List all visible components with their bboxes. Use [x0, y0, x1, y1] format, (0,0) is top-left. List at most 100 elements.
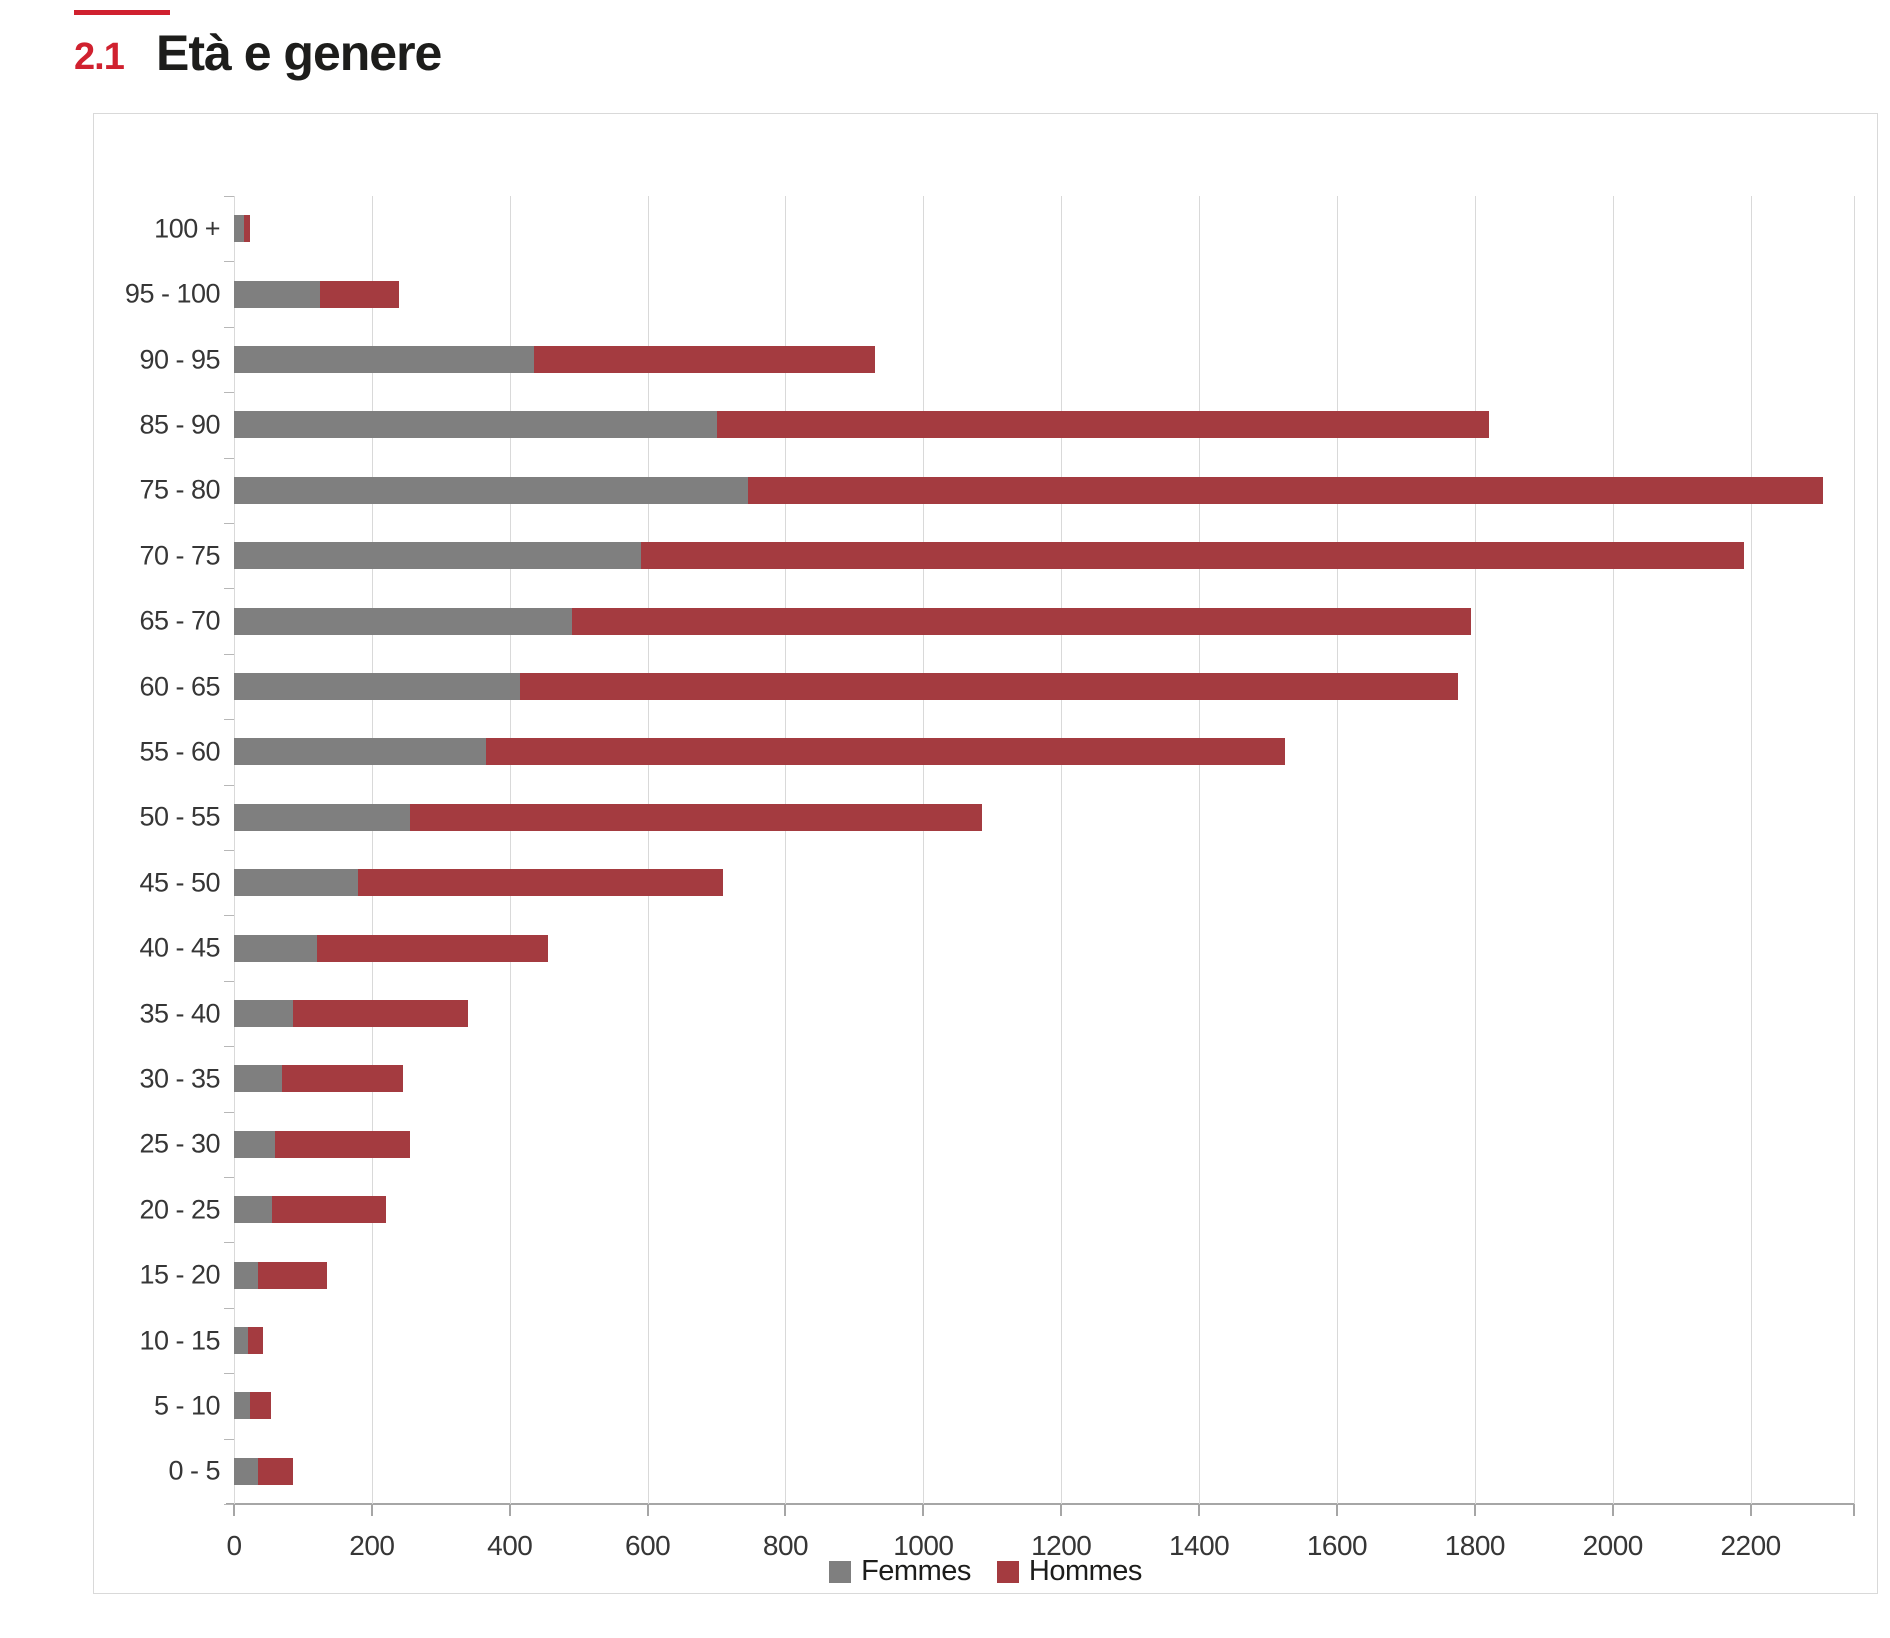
bar-segment-femmes — [234, 1065, 283, 1093]
bar-row — [234, 607, 1472, 635]
x-axis-tick — [508, 1504, 511, 1516]
y-axis-label: 65 - 70 — [139, 605, 220, 636]
x-axis-tick — [1473, 1504, 1476, 1516]
legend-item-hommes: Hommes — [996, 1555, 1143, 1588]
bar-segment-femmes — [234, 346, 534, 373]
gridline-1200 — [1061, 196, 1063, 1504]
y-axis-tick — [224, 326, 234, 328]
x-axis-tick — [233, 1504, 235, 1516]
y-axis-tick — [224, 1242, 234, 1244]
bar-segment-hommes — [747, 476, 1823, 504]
y-axis-label: 45 - 50 — [139, 867, 220, 898]
bar-segment-femmes — [234, 476, 748, 504]
y-axis-label: 50 - 55 — [139, 801, 220, 832]
section-number: 2.1 — [74, 36, 125, 78]
plot-right-border — [1854, 196, 1855, 1504]
y-axis-tick — [224, 915, 234, 917]
bar-row — [234, 215, 250, 243]
page-title: Età e genere — [156, 25, 442, 81]
legend-swatch-femmes — [829, 1560, 852, 1583]
x-axis-tick — [1611, 1504, 1614, 1516]
bar-segment-femmes — [234, 1392, 250, 1420]
bar-segment-hommes — [320, 280, 400, 308]
y-axis-tick — [224, 457, 234, 459]
bar-row — [234, 411, 1489, 439]
y-axis-label: 75 - 80 — [139, 474, 220, 505]
x-axis-tick-label: 1800 — [1444, 1530, 1506, 1561]
y-axis-label: 35 - 40 — [139, 998, 220, 1028]
bar-row — [234, 280, 400, 308]
legend-label-femmes: Femmes — [861, 1555, 971, 1587]
x-axis-tick-label: 800 — [762, 1530, 809, 1561]
bar-segment-hommes — [275, 1130, 410, 1158]
y-axis-tick — [224, 653, 234, 655]
y-axis-label: 10 - 15 — [139, 1325, 220, 1355]
bar-row — [234, 1130, 410, 1158]
gridline-0 — [234, 196, 235, 1504]
bar-segment-femmes — [234, 542, 641, 570]
y-axis-tick — [224, 1111, 234, 1113]
legend-label-hommes: Hommes — [1028, 1555, 1143, 1587]
bar-segment-femmes — [234, 411, 717, 439]
gridline-2000 — [1612, 196, 1614, 1504]
x-axis-tick — [646, 1504, 649, 1516]
plot-area — [226, 196, 1855, 1505]
y-axis-tick — [224, 1046, 234, 1048]
bar-segment-hommes — [292, 1000, 469, 1027]
bar-segment-hommes — [258, 1457, 293, 1485]
x-axis-tick — [784, 1504, 787, 1516]
bar-segment-hommes — [358, 869, 724, 897]
bar-row — [234, 673, 1458, 700]
y-axis-label: 30 - 35 — [139, 1063, 220, 1094]
bar-row — [234, 1000, 469, 1027]
bar-segment-femmes — [234, 1327, 248, 1354]
legend: Femmes Hommes — [94, 1555, 1877, 1588]
bar-segment-hommes — [485, 738, 1286, 766]
bar-segment-hommes — [271, 1196, 386, 1224]
bar-segment-femmes — [234, 280, 321, 308]
bar-row — [234, 476, 1823, 504]
x-axis-tick-label: 600 — [625, 1530, 671, 1561]
y-axis-tick — [224, 523, 234, 524]
y-axis-label: 70 - 75 — [139, 540, 220, 571]
bar-segment-femmes — [234, 1000, 293, 1027]
x-axis-tick-label: 400 — [487, 1530, 533, 1561]
bar-segment-hommes — [520, 673, 1458, 700]
bar-segment-femmes — [234, 803, 410, 831]
bar-row — [234, 738, 1286, 766]
bar-row — [234, 1065, 403, 1093]
y-axis-tick — [224, 980, 234, 982]
y-axis-tick — [224, 1177, 234, 1178]
x-axis-tick — [1060, 1504, 1063, 1516]
bar-segment-femmes — [234, 673, 521, 700]
gridline-1600 — [1336, 196, 1338, 1504]
y-axis-label: 5 - 10 — [153, 1390, 221, 1421]
y-axis-tick — [224, 196, 234, 197]
bar-segment-hommes — [640, 542, 1744, 570]
y-axis-tick — [224, 392, 234, 394]
x-axis-tick-label: 200 — [349, 1530, 395, 1561]
legend-swatch-hommes — [996, 1560, 1019, 1583]
section-accent-rule — [74, 10, 170, 15]
bar-segment-hommes — [716, 411, 1489, 439]
bar-segment-hommes — [571, 607, 1472, 635]
y-axis-tick — [224, 850, 234, 851]
x-axis-tick — [1335, 1504, 1338, 1516]
y-axis-label: 60 - 65 — [139, 671, 220, 701]
y-axis-label: 25 - 30 — [139, 1128, 220, 1159]
gridline-1000 — [923, 196, 925, 1504]
bar-segment-femmes — [234, 1261, 259, 1289]
bar-segment-hommes — [247, 1327, 263, 1354]
bar-row — [234, 346, 876, 373]
bar-row — [234, 869, 724, 897]
bar-segment-hommes — [249, 1392, 271, 1420]
x-axis-line — [226, 1503, 1854, 1505]
bar-row — [234, 1196, 386, 1224]
bar-segment-femmes — [234, 738, 486, 766]
y-axis-tick — [224, 1438, 234, 1440]
bar-segment-femmes — [234, 934, 317, 962]
x-axis-tick-label: 2000 — [1582, 1530, 1644, 1561]
gridline-600 — [647, 196, 649, 1504]
y-axis-label: 100 + — [154, 213, 220, 244]
bar-segment-hommes — [409, 803, 982, 831]
